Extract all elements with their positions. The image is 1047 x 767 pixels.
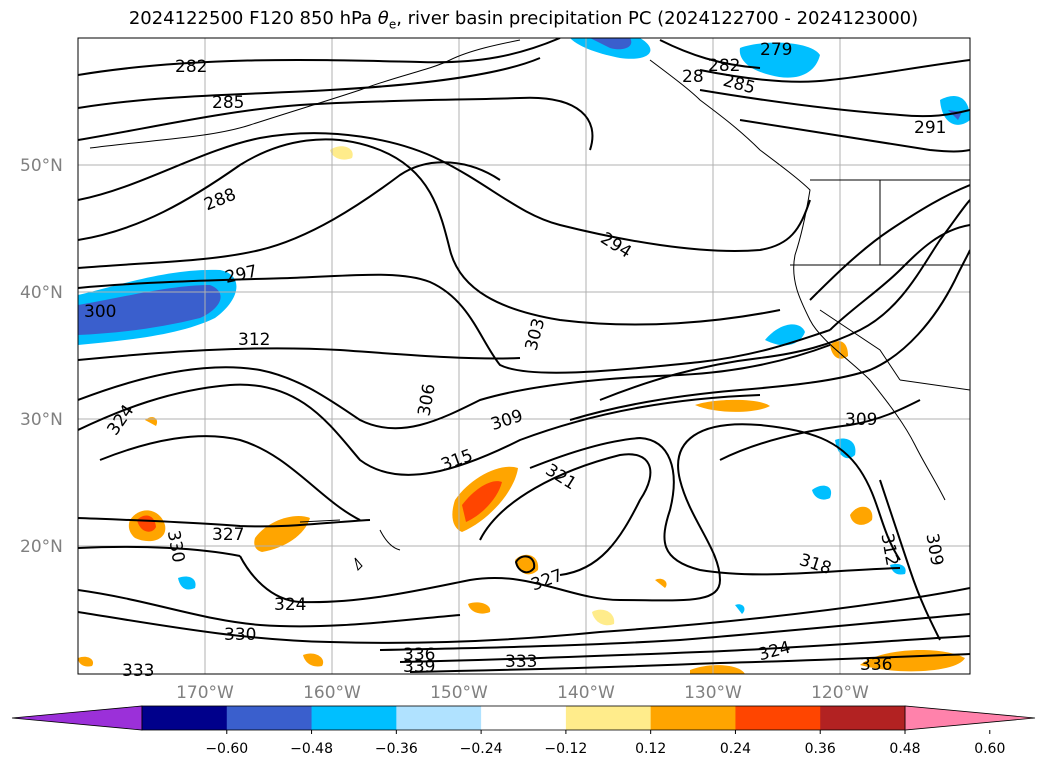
map-frame: [77, 37, 971, 675]
colorbar-tick-label: 0.36: [805, 741, 836, 757]
title-text: 2024122500 F120 850 hPa: [128, 8, 378, 29]
colorbar-tick-label: −0.24: [460, 741, 503, 757]
contour-label: 336: [860, 655, 892, 675]
title-theta: θ: [377, 8, 389, 29]
colorbar-tick-label: 0.24: [720, 741, 751, 757]
contour-label: 291: [914, 118, 946, 138]
contour-label: 300: [84, 302, 116, 322]
colorbar-tick-label: 0.12: [635, 741, 666, 757]
colorbar-segment: [565, 706, 652, 730]
colorbar-tick-label: 0.48: [889, 741, 920, 757]
colorbar-tick-label: −0.36: [375, 741, 418, 757]
contour-label: 336: [403, 645, 435, 665]
lat-label-50n: 50°N: [20, 156, 63, 176]
contour-label: 339: [403, 657, 435, 677]
contour-label: 28: [682, 67, 704, 87]
colorbar-segment: [226, 706, 313, 730]
contour-label: 312: [238, 330, 270, 350]
contour-label: 282: [175, 57, 207, 77]
contour-label: 282: [708, 56, 740, 76]
lon-label-130w: 130°W: [684, 683, 742, 703]
colorbar-segment: [142, 706, 228, 730]
colorbar-frame: [141, 705, 906, 731]
colorbar-segment: [820, 706, 906, 730]
colorbar-tick-label: −0.60: [205, 741, 248, 757]
colorbar-tick-label: −0.48: [290, 741, 333, 757]
contour-label: 309: [845, 410, 877, 430]
title-subscript: e: [388, 17, 397, 32]
coastlines: [89, 39, 970, 571]
map-content: [78, 38, 970, 674]
contour-label: 333: [505, 652, 537, 672]
precip-shading: [78, 38, 970, 674]
lat-label-40n: 40°N: [20, 283, 63, 303]
lon-label-150w: 150°W: [430, 683, 488, 703]
colorbar-segment: [650, 706, 736, 730]
colorbar-segment: [396, 706, 482, 730]
lat-label-20n: 20°N: [20, 537, 63, 557]
lon-label-170w: 170°W: [176, 683, 234, 703]
latitude-labels: 50°N 40°N 30°N 20°N: [20, 156, 63, 557]
title-rest: , river basin precipitation PC (20241227…: [396, 8, 919, 29]
lon-label-160w: 160°W: [303, 683, 361, 703]
colorbar-tick-label: −0.12: [544, 741, 587, 757]
contour-label: 333: [122, 661, 154, 681]
colorbar-tick-label: 0.60: [974, 741, 1005, 757]
lon-label-140w: 140°W: [557, 683, 615, 703]
theta-e-contours: [78, 38, 970, 673]
lon-label-120w: 120°W: [811, 683, 869, 703]
contour-label: 285: [212, 93, 244, 113]
longitude-labels: 170°W 160°W 150°W 140°W 130°W 120°W: [176, 683, 869, 703]
contour-label: 279: [760, 40, 792, 60]
colorbar-segment: [311, 706, 397, 730]
colorbar-extend-low: [11, 705, 143, 731]
colorbar: −0.60 −0.48 −0.36 −0.24 −0.12 0.12 0.24 0.36 0.4…: [11, 705, 1036, 757]
contour-label: 327: [212, 525, 244, 545]
contour-label: 330: [224, 625, 256, 645]
lat-label-30n: 30°N: [20, 410, 63, 430]
colorbar-extend-high: [904, 705, 1036, 731]
contour-label: 324: [274, 595, 306, 615]
colorbar-segment: [481, 706, 567, 730]
colorbar-segment: [735, 706, 821, 730]
map-title: 2024122500 F120 850 hPa θe, river basin …: [0, 8, 1047, 32]
